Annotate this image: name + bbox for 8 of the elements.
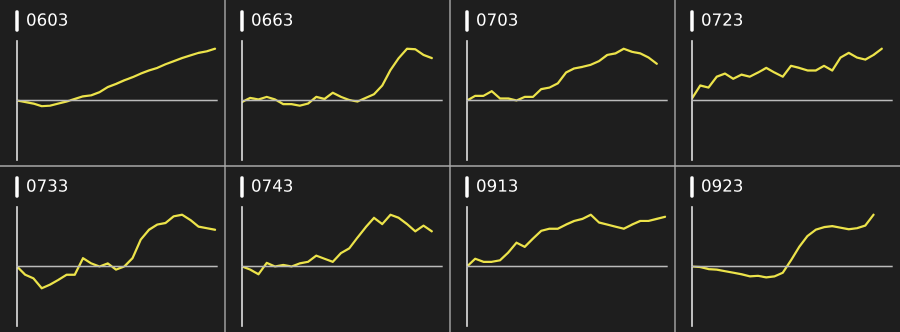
chart-title: 0743	[252, 179, 292, 192]
chart-title: 0733	[27, 179, 68, 192]
chart-title: 0723	[702, 13, 742, 26]
chart-title: 0923	[702, 179, 742, 192]
chart-title: 0663	[252, 13, 292, 26]
chart-title: 0913	[477, 179, 518, 192]
chart-title: 0603	[27, 13, 68, 26]
chart-title: 0703	[477, 13, 518, 26]
